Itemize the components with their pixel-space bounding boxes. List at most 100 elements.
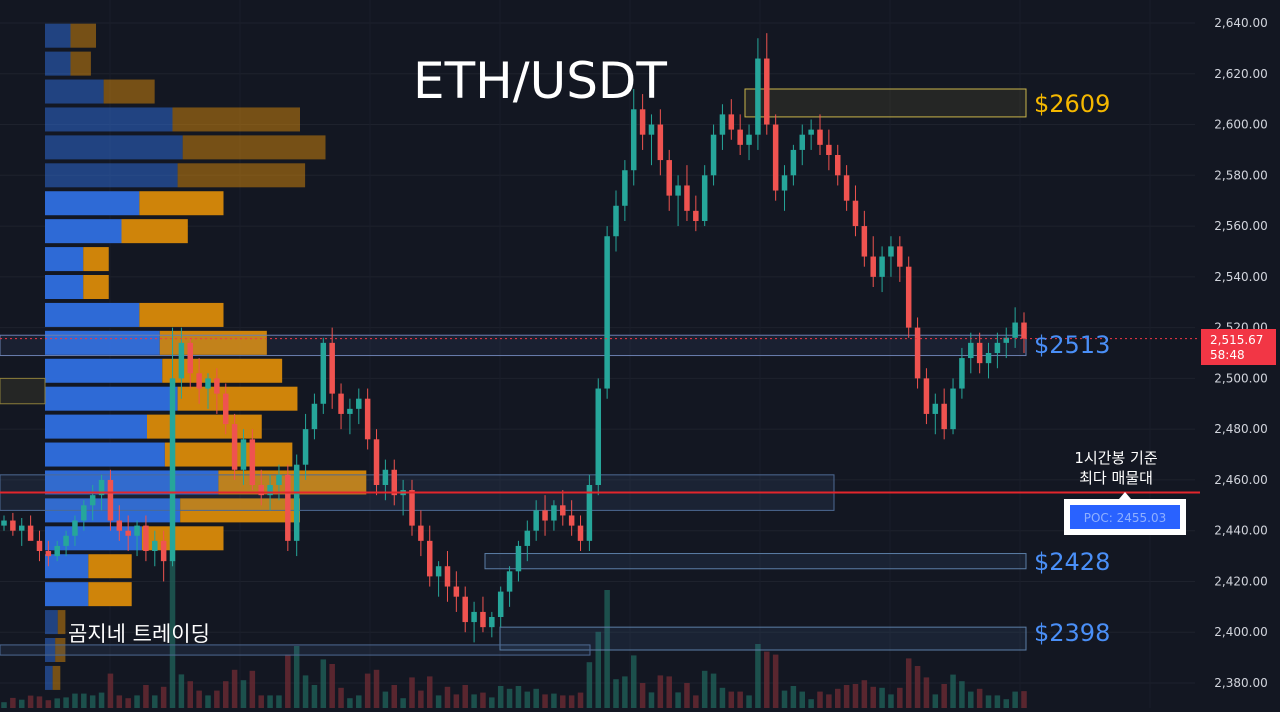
volume-bar [728, 691, 735, 708]
volume-bar [338, 687, 344, 708]
candle-body [36, 540, 43, 551]
candle-body [524, 530, 531, 546]
y-tick-label: 2,560.00 [1214, 219, 1267, 233]
chart-title: ETH/USDT [413, 52, 667, 110]
candle-body [675, 185, 681, 196]
candle-body [222, 393, 229, 425]
current-price-label: 2,515.67 [1210, 333, 1263, 347]
volume-bar [568, 695, 575, 708]
profile-sell-bar [83, 275, 109, 299]
volume-bar [258, 695, 264, 708]
level-label-2428: $2428 [1034, 548, 1110, 576]
candle-body [897, 246, 903, 267]
zone-2428 [484, 553, 1027, 570]
volume-bar [861, 680, 868, 708]
candle-body [196, 373, 202, 389]
volume-bar [923, 677, 930, 708]
profile-buy-bar [45, 638, 56, 662]
candle-body [772, 124, 779, 191]
candle-body [976, 342, 983, 364]
candle-body [515, 545, 522, 572]
profile-sell-bar [139, 302, 224, 327]
poc-label-box [1070, 505, 1180, 529]
profile-sell-bar [70, 51, 91, 76]
profile-sell-bar [103, 79, 155, 104]
candle-body [489, 617, 495, 628]
candle-body [950, 388, 956, 430]
candle-body [169, 378, 176, 562]
y-tick-label: 2,420.00 [1214, 574, 1267, 588]
volume-bar [941, 684, 947, 708]
candle-body [116, 520, 123, 531]
candle-body [506, 571, 513, 592]
volume-bar [506, 688, 513, 708]
candle-body [54, 545, 60, 557]
volume-bar [994, 695, 1001, 708]
candle-body [426, 540, 433, 577]
candle-body [888, 246, 894, 257]
volume-bar [879, 687, 885, 708]
candle-body [994, 342, 1001, 353]
volume-bar [231, 669, 238, 708]
candle-body [1003, 337, 1010, 343]
volume-bar [489, 697, 495, 708]
profile-buy-bar [45, 302, 140, 327]
candle-body [444, 566, 451, 587]
volume-bar [347, 698, 353, 708]
profile-sell-bar [182, 135, 326, 160]
volume-bar [1021, 691, 1027, 708]
level-zones [0, 88, 1027, 656]
y-tick-label: 2,480.00 [1214, 422, 1267, 436]
volume-bar [1, 702, 7, 708]
profile-buy-bar [45, 163, 178, 188]
y-tick-label: 2,500.00 [1214, 371, 1267, 385]
candle-body [693, 210, 699, 221]
candle-body [267, 485, 273, 496]
volume-bar [888, 694, 894, 708]
candle-body [160, 540, 167, 562]
volume-bar [976, 688, 983, 708]
candle-body [710, 134, 717, 176]
volume-bar [160, 686, 167, 708]
candle-body [125, 530, 131, 536]
volume-bar [222, 681, 229, 708]
profile-buy-bar [45, 414, 147, 439]
profile-sell-bar [88, 554, 132, 579]
candle-body [639, 109, 646, 135]
profile-buy-bar [45, 219, 122, 244]
volume-bar [577, 692, 584, 708]
volume-bar [1003, 699, 1010, 708]
volume-bar [293, 646, 300, 708]
candle-body [746, 134, 752, 145]
zone-2609 [744, 88, 1027, 118]
candle-body [471, 611, 477, 623]
candle-body [453, 586, 460, 597]
volume-bar [453, 694, 460, 708]
profile-buy-bar [45, 554, 89, 579]
volume-bar [116, 695, 123, 708]
price-axis[interactable]: 2,640.00 2,620.00 2,600.00 2,580.00 2,560.00… [1214, 16, 1267, 690]
candle-body [684, 185, 690, 211]
candle-body [356, 398, 362, 409]
volume-bar [950, 674, 956, 708]
y-tick-label: 2,380.00 [1214, 676, 1267, 690]
candle-body [985, 353, 992, 364]
volume-bar [444, 686, 451, 708]
profile-sell-bar [83, 247, 109, 272]
poc-note-line1: 1시간봉 기준 [1074, 449, 1158, 467]
candle-body [719, 114, 726, 135]
candle-body [622, 170, 628, 206]
candle-body [18, 525, 25, 531]
volume-bar [666, 676, 672, 708]
y-tick-label: 2,640.00 [1214, 16, 1267, 30]
candle-body [914, 327, 921, 379]
candle-body [843, 175, 850, 201]
volume-bar [169, 560, 176, 708]
candle-body [728, 114, 735, 130]
candle-body [435, 566, 442, 577]
candle-body [959, 358, 965, 389]
volume-bar [418, 690, 424, 708]
volume-bar [400, 698, 406, 708]
